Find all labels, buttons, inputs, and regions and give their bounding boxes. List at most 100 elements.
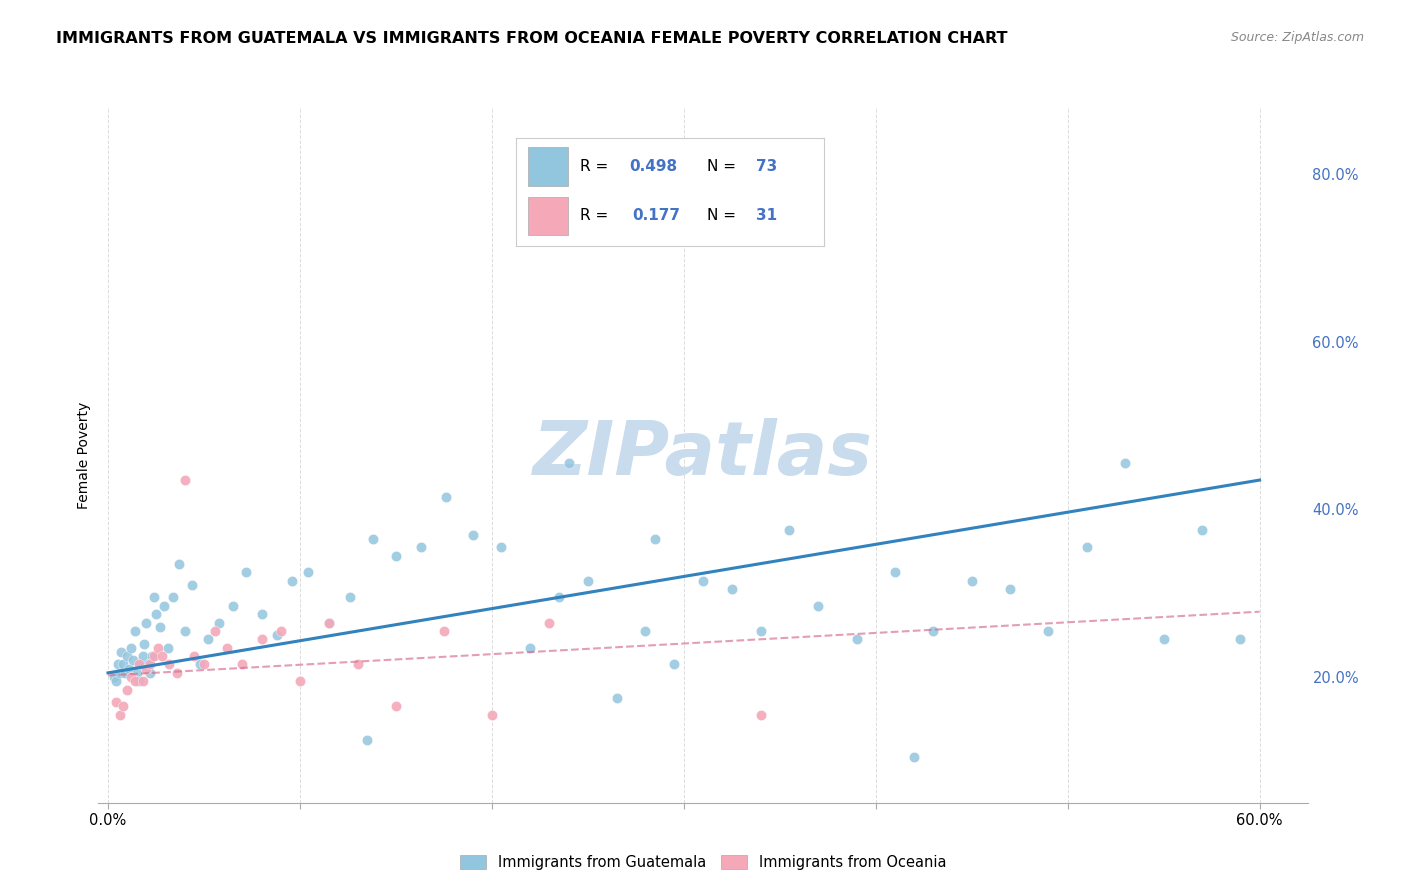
Point bbox=[135, 662, 157, 676]
Point bbox=[998, 582, 1021, 596]
Point bbox=[139, 665, 162, 680]
Point bbox=[108, 707, 131, 722]
FancyBboxPatch shape bbox=[527, 196, 568, 235]
Point bbox=[346, 657, 368, 672]
Point bbox=[845, 632, 868, 647]
Point bbox=[149, 620, 172, 634]
Point bbox=[318, 615, 340, 630]
Point bbox=[548, 591, 571, 605]
Point bbox=[634, 624, 657, 638]
Point bbox=[141, 649, 163, 664]
Point bbox=[960, 574, 983, 588]
Point bbox=[104, 695, 127, 709]
Point bbox=[461, 527, 484, 541]
Point bbox=[576, 574, 599, 588]
Point bbox=[215, 640, 238, 655]
Point bbox=[152, 599, 174, 613]
Point bbox=[122, 653, 145, 667]
Point bbox=[1191, 524, 1213, 538]
Point bbox=[409, 540, 432, 554]
Point bbox=[749, 707, 772, 722]
Point bbox=[159, 657, 181, 672]
Point bbox=[281, 574, 304, 588]
FancyBboxPatch shape bbox=[527, 147, 568, 186]
Point bbox=[135, 615, 157, 630]
Point bbox=[114, 665, 136, 680]
Point bbox=[644, 532, 666, 546]
Point bbox=[167, 557, 190, 571]
Point bbox=[193, 657, 215, 672]
Point bbox=[778, 524, 800, 538]
Point bbox=[131, 649, 153, 664]
Point bbox=[128, 674, 150, 689]
Point bbox=[250, 632, 273, 647]
Point bbox=[250, 607, 273, 622]
Point bbox=[129, 657, 152, 672]
Point bbox=[664, 657, 686, 672]
Point bbox=[1114, 456, 1136, 470]
Point bbox=[143, 591, 166, 605]
Point bbox=[297, 566, 319, 580]
Point bbox=[903, 749, 925, 764]
Point bbox=[112, 699, 135, 714]
Point bbox=[131, 674, 153, 689]
Point bbox=[356, 733, 378, 747]
Point bbox=[884, 566, 907, 580]
Point bbox=[128, 657, 150, 672]
Point bbox=[181, 578, 204, 592]
Point bbox=[134, 636, 156, 650]
Point bbox=[143, 649, 166, 664]
Point bbox=[288, 674, 311, 689]
Point bbox=[807, 599, 830, 613]
Point bbox=[266, 628, 288, 642]
Point bbox=[145, 607, 167, 622]
Point bbox=[318, 615, 340, 630]
Point bbox=[112, 657, 135, 672]
Point bbox=[270, 624, 292, 638]
Point bbox=[107, 657, 129, 672]
Point bbox=[1038, 624, 1060, 638]
Point bbox=[231, 657, 253, 672]
Point bbox=[197, 632, 219, 647]
Point bbox=[125, 665, 148, 680]
Point bbox=[124, 674, 146, 689]
Text: IMMIGRANTS FROM GUATEMALA VS IMMIGRANTS FROM OCEANIA FEMALE POVERTY CORRELATION : IMMIGRANTS FROM GUATEMALA VS IMMIGRANTS … bbox=[56, 31, 1008, 46]
Point bbox=[491, 540, 513, 554]
Point bbox=[136, 657, 159, 672]
Text: 0.177: 0.177 bbox=[633, 209, 681, 224]
Point bbox=[139, 657, 162, 672]
Point bbox=[1153, 632, 1175, 647]
Point bbox=[208, 615, 231, 630]
Point bbox=[538, 615, 561, 630]
Point bbox=[749, 624, 772, 638]
Point bbox=[150, 649, 173, 664]
Point bbox=[115, 682, 138, 697]
Text: R =: R = bbox=[581, 159, 613, 174]
Point bbox=[120, 640, 142, 655]
Point bbox=[156, 640, 179, 655]
Text: N =: N = bbox=[707, 159, 741, 174]
Text: 73: 73 bbox=[756, 159, 778, 174]
Point bbox=[124, 624, 146, 638]
Point bbox=[183, 649, 205, 664]
Point bbox=[922, 624, 945, 638]
Point bbox=[110, 645, 132, 659]
Point bbox=[173, 624, 195, 638]
Point bbox=[385, 549, 408, 563]
Point bbox=[235, 566, 257, 580]
Text: 0.498: 0.498 bbox=[630, 159, 678, 174]
Point bbox=[606, 691, 628, 706]
Point bbox=[481, 707, 503, 722]
Point bbox=[204, 624, 226, 638]
Text: Source: ZipAtlas.com: Source: ZipAtlas.com bbox=[1230, 31, 1364, 45]
Point bbox=[103, 670, 125, 684]
Text: R =: R = bbox=[581, 209, 613, 224]
Legend: Immigrants from Guatemala, Immigrants from Oceania: Immigrants from Guatemala, Immigrants fr… bbox=[454, 849, 952, 876]
Point bbox=[104, 674, 127, 689]
Point bbox=[361, 532, 384, 546]
Point bbox=[173, 473, 195, 487]
Point bbox=[222, 599, 245, 613]
Point bbox=[519, 640, 541, 655]
Point bbox=[720, 582, 742, 596]
Point bbox=[339, 591, 361, 605]
